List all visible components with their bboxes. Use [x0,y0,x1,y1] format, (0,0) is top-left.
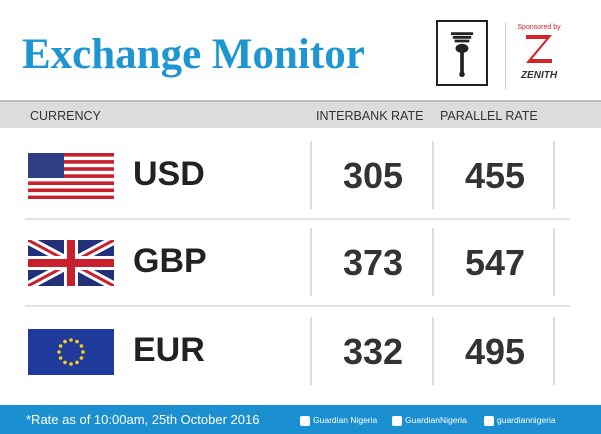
parallel-rate: 495 [464,331,526,372]
currency: EUR [133,331,205,369]
facebook-handle: Guardian Nigeria [313,415,378,425]
sponsor-label: Sponsored by [517,24,561,31]
table-row: EUR 332 495 [0,311,601,391]
instagram-handle: guardiannigeria [497,415,556,425]
interbank-rate: 332 [342,331,404,372]
parallel-rate: 547 [464,242,526,283]
flag-uk [28,240,114,286]
column-label: INTERBANK RATE [316,109,424,123]
column-label: CURRENCY [30,109,101,123]
sponsor-name: ZENITH [520,70,558,81]
column-label: PARALLEL RATE [440,109,538,123]
currency: USD [133,155,205,193]
sponsor-logo [526,35,552,63]
flag-eu [28,329,114,375]
footer: *Rate as of 10:00am, 25th October 2016 G… [0,405,601,434]
sponsor: Sponsored by ZENITH [505,22,572,90]
footer-note: *Rate as of 10:00am, 25th October 2016 [26,412,260,427]
currency: GBP [133,242,207,280]
table-row: GBP 373 547 [0,222,601,302]
twitter-handle: GuardianNigeria [405,415,467,425]
title: Exchange Monitor [22,31,365,78]
logo [436,20,488,86]
parallel-rate: 455 [464,155,526,196]
table-row: USD 305 455 [0,135,601,215]
interbank-rate: 373 [342,242,404,283]
column-header: CURRENCY INTERBANK RATE PARALLEL RATE [0,100,601,128]
interbank-rate: 305 [342,155,404,196]
flag-usa [28,153,114,199]
